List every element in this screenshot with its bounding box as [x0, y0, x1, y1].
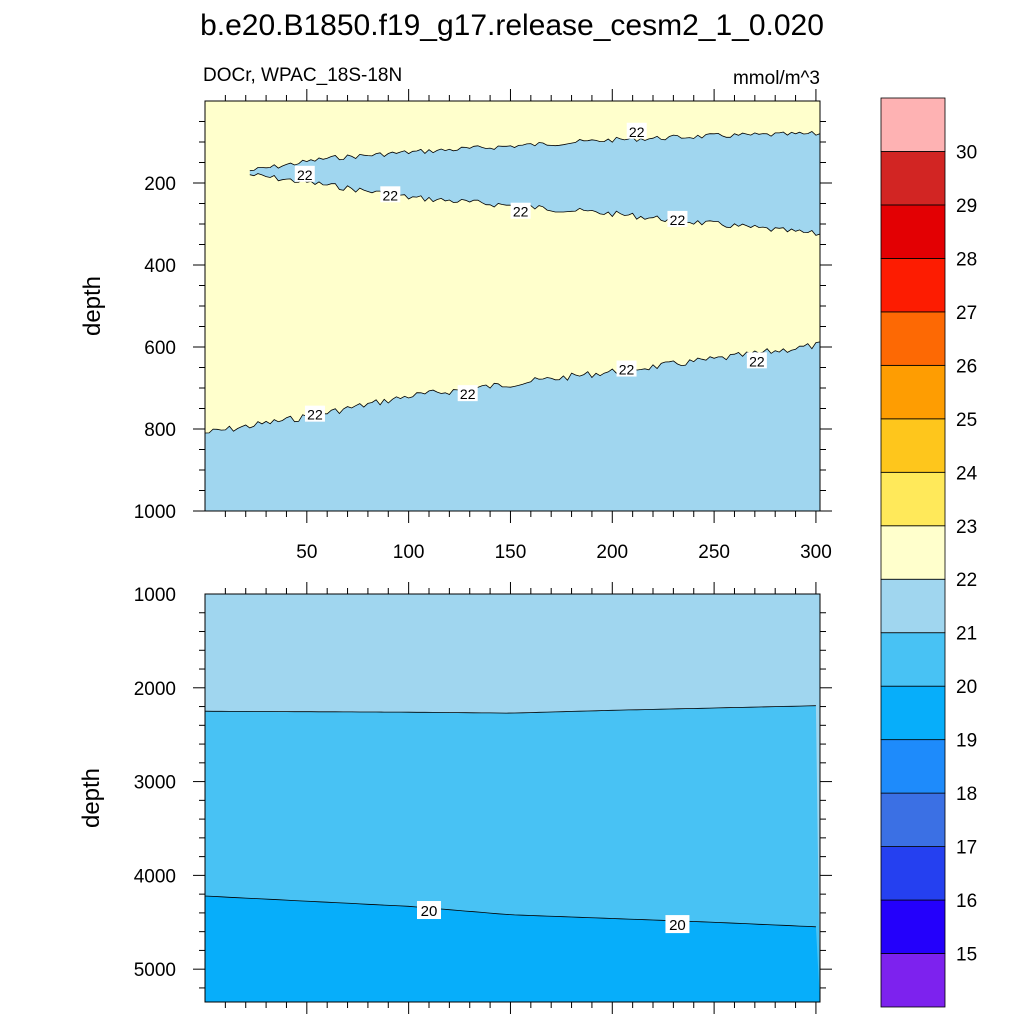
colorbar-box-14: [880, 204, 946, 259]
bottom-y-tick-label-4000: 4000: [134, 866, 176, 887]
contour-label-bg: [665, 915, 690, 934]
top-x-tick-label-100: 100: [393, 542, 425, 563]
contour-label-bg: [746, 352, 767, 369]
top-x-tick-label-200: 200: [596, 542, 628, 563]
colorbar-label-29: 29: [956, 196, 977, 217]
contour-label-bg: [457, 385, 478, 402]
contour-22-upper-lens-top: [249, 131, 821, 172]
contour-label-bg: [417, 901, 442, 920]
contour-label-bg: [304, 405, 325, 422]
contour-label-7: 22: [619, 362, 635, 378]
contour-label-1: 22: [297, 167, 313, 183]
colorbar-box-4: [880, 739, 946, 794]
chart-title: b.e20.B1850.f19_g17.release_cesm2_1_0.02…: [200, 9, 824, 42]
colorbar-label-27: 27: [956, 303, 977, 324]
top-x-tick-label-300: 300: [800, 542, 832, 563]
top-y-tick-label-200: 200: [144, 174, 176, 195]
contour-label-3: 22: [513, 204, 529, 220]
colorbar-box-9: [880, 471, 946, 527]
colorbar-box-5: [880, 685, 946, 741]
contour-label-bg: [380, 186, 401, 203]
colorbar-label-30: 30: [956, 142, 977, 163]
variable-label: DOCr, WPAC_18S-18N: [203, 65, 402, 86]
colorbar-label-20: 20: [956, 677, 977, 698]
contour-21: [204, 705, 816, 714]
colorbar-label-17: 17: [956, 838, 977, 859]
colorbar-box-15: [880, 151, 946, 206]
colorbar-box-8: [880, 525, 946, 580]
contour-label-bg: [616, 360, 637, 377]
colorbar-box-13: [880, 258, 946, 313]
contour-label-bg: [667, 210, 688, 227]
colorbar-box-3: [880, 792, 946, 847]
colorbar-label-15: 15: [956, 945, 977, 966]
top-x-tick-label-250: 250: [698, 542, 730, 563]
contour-label-4: 22: [670, 212, 686, 228]
colorbar-label-26: 26: [956, 356, 977, 377]
bottom-contour-label-1: 20: [669, 917, 686, 934]
top-x-tick-label-50: 50: [296, 542, 317, 563]
colorbar-label-16: 16: [956, 891, 977, 912]
bottom-y-tick-label-5000: 5000: [134, 960, 176, 981]
colorbar: 15 16 17 18 19 20 21 22 23 24 25 26 27 28 29 30: [880, 97, 978, 1008]
colorbar-label-25: 25: [956, 410, 977, 431]
contour-label-0: 22: [629, 124, 645, 140]
colorbar-box-11: [880, 364, 946, 420]
colorbar-label-28: 28: [956, 249, 977, 270]
top-y-axis-label: depth: [79, 276, 106, 336]
units-label: mmol/m^3: [733, 68, 820, 89]
colorbar-label-24: 24: [956, 463, 978, 484]
contour-label-2: 22: [383, 187, 399, 203]
bottom-plot-frame: [204, 593, 821, 1003]
top-panel: 22 22 22 22 22 22 22 22 22 50 100 150 200 250 300 200 40…: [134, 89, 832, 563]
colorbar-box-6: [880, 632, 946, 687]
colorbar-box-16: [880, 97, 946, 152]
colorbar-box-12: [880, 311, 946, 366]
top-y-tick-label-1000: 1000: [134, 502, 176, 523]
contour-22-upper-lens-bottom: [249, 173, 821, 236]
colorbar-box-7: [880, 578, 946, 634]
colorbar-label-21: 21: [956, 624, 977, 645]
top-y-tick-label-800: 800: [144, 420, 176, 441]
colorbar-box-2: [880, 846, 946, 901]
contour-label-8: 22: [749, 353, 765, 369]
bottom-panel: 20 20 1000 2000 3000 4000 5000: [134, 582, 832, 1014]
contour-label-5: 22: [307, 407, 323, 423]
bottom-y-tick-label-1000: 1000: [134, 585, 176, 606]
bottom-contour-label-0: 20: [421, 903, 438, 920]
region-upper-lens: [249, 131, 821, 236]
top-y-tick-label-400: 400: [144, 256, 176, 277]
colorbar-label-22: 22: [956, 570, 977, 591]
colorbar-label-18: 18: [956, 784, 977, 805]
contour-20: [204, 895, 816, 928]
colorbar-label-23: 23: [956, 517, 977, 538]
colorbar-label-19: 19: [956, 731, 977, 752]
bottom-y-tick-label-3000: 3000: [134, 773, 176, 794]
contour-label-bg: [626, 122, 647, 139]
top-y-tick-label-600: 600: [144, 338, 176, 359]
top-x-tick-label-150: 150: [495, 542, 527, 563]
region-deep-21-22: [205, 341, 820, 511]
bottom-y-axis-label: depth: [78, 768, 105, 828]
colorbar-box-1: [880, 899, 946, 954]
contour-label-6: 22: [460, 386, 476, 402]
bottom-y-tick-label-2000: 2000: [134, 679, 176, 700]
contour-label-bg: [294, 165, 315, 182]
contour-label-bg: [510, 202, 531, 219]
colorbar-box-0: [880, 953, 946, 1008]
colorbar-box-10: [880, 418, 946, 473]
